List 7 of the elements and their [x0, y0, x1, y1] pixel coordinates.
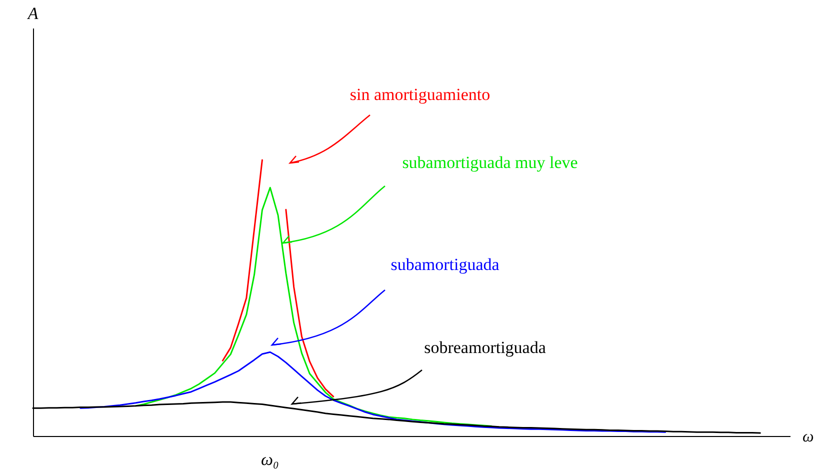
annotation: subamortiguada [390, 255, 500, 274]
annotation: sobreamortiguada [424, 338, 546, 357]
text: ω₀ [261, 450, 280, 469]
text: sin amortiguamiento [350, 85, 490, 104]
x-axis-title: ω [802, 428, 814, 446]
text: A [26, 4, 39, 23]
annotation: subamortiguada muy leve [402, 153, 578, 172]
